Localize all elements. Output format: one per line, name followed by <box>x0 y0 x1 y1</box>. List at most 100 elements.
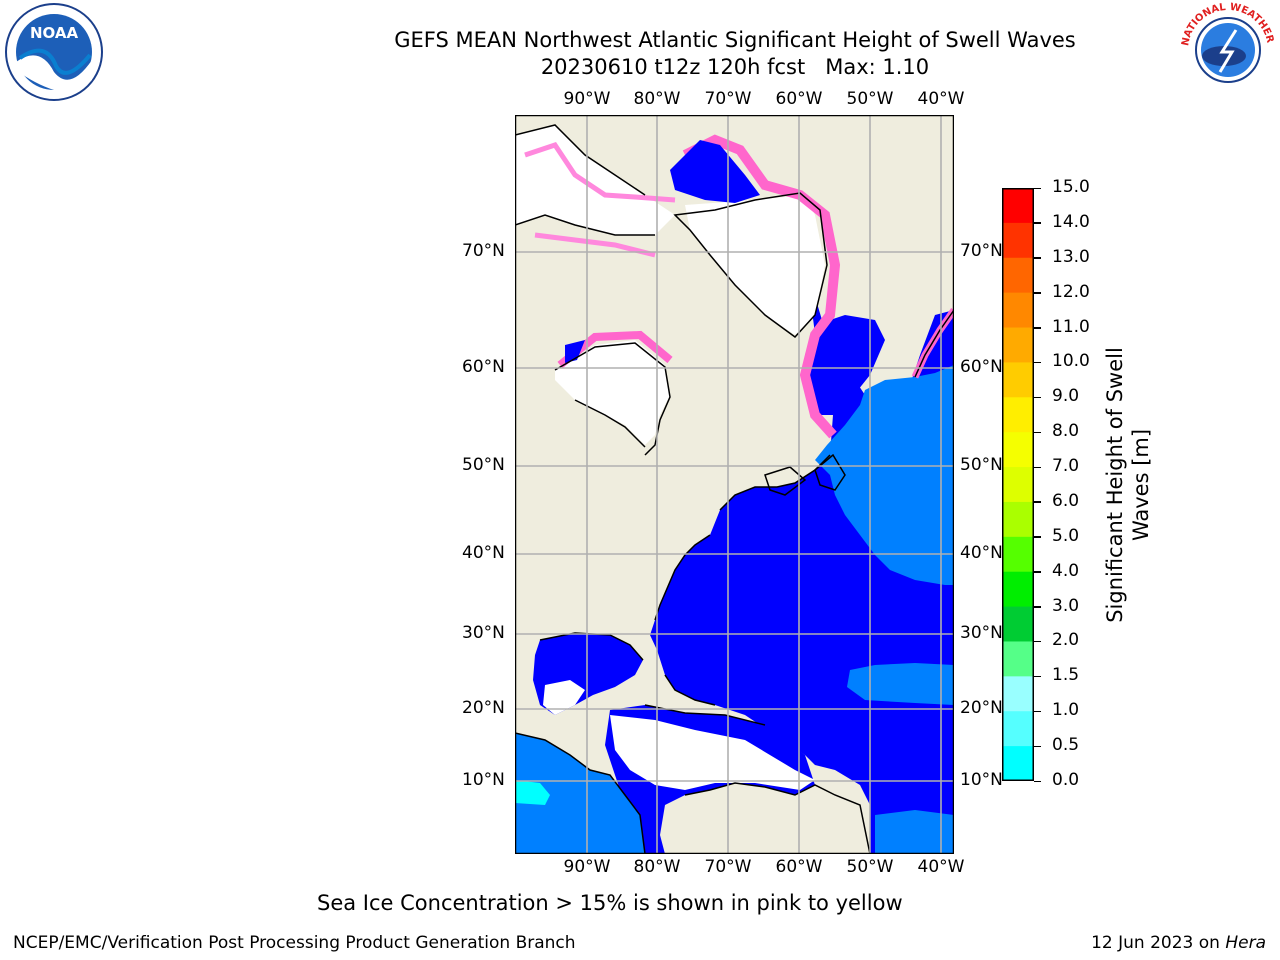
colorbar-segment <box>1002 501 1034 538</box>
lat-label-right-70n: 70°N <box>960 241 1003 261</box>
lon-label-top-80w: 80°W <box>633 89 681 109</box>
colorbar-tick-label: 0.5 <box>1052 735 1080 756</box>
colorbar-segment <box>1002 432 1034 468</box>
footer-date-text: 12 Jun 2023 on <box>1091 933 1226 953</box>
colorbar-segment <box>1002 397 1034 433</box>
lat-label-right-50n: 50°N <box>960 455 1003 475</box>
colorbar-tick-mark <box>1034 536 1041 538</box>
ocean-mid-swell <box>815 365 954 585</box>
lat-label-right-10n: 10°N <box>960 770 1003 790</box>
lon-label-bottom-40w: 40°W <box>917 857 965 877</box>
colorbar-tick-mark <box>1034 361 1041 364</box>
colorbar-label-line2: Waves [m] <box>1129 428 1153 542</box>
colorbar-segment <box>1002 571 1034 608</box>
colorbar-tick-mark <box>1034 327 1041 329</box>
baffin-ice-edge <box>682 134 841 439</box>
footer-date: 12 Jun 2023 on Hera <box>1091 933 1266 953</box>
colorbar <box>1002 188 1034 781</box>
colorbar-tick-label: 3.0 <box>1052 595 1080 616</box>
lon-label-top-60w: 60°W <box>775 89 823 109</box>
colorbar-tick-label: 8.0 <box>1052 421 1080 442</box>
graticule <box>515 115 954 854</box>
colorbar-tick-mark <box>1034 780 1041 782</box>
colorbar-segment <box>1002 676 1034 712</box>
colorbar-tick-label: 2.0 <box>1052 630 1080 651</box>
ocean-pacific-cyan <box>515 780 550 805</box>
labrador-sea <box>805 315 885 415</box>
colorbar-segment <box>1002 606 1034 642</box>
colorbar-segment <box>1002 188 1034 224</box>
map-area <box>515 115 954 854</box>
colorbar-segment <box>1002 222 1034 259</box>
lon-label-top-50w: 50°W <box>846 89 894 109</box>
arctic-ice-edge <box>524 142 676 258</box>
lat-label-left-60n: 60°N <box>462 357 505 377</box>
lat-label-left-70n: 70°N <box>462 241 505 261</box>
baffin-ice <box>685 195 825 335</box>
lat-label-left-40n: 40°N <box>462 543 505 563</box>
lat-label-left-50n: 50°N <box>462 455 505 475</box>
colorbar-segment <box>1002 362 1034 398</box>
hudson-bay-ice <box>555 340 670 445</box>
colorbar-segment <box>1002 711 1034 747</box>
colorbar-tick-label: 1.5 <box>1052 665 1080 686</box>
lon-label-bottom-70w: 70°W <box>704 857 752 877</box>
lat-label-left-30n: 30°N <box>462 623 505 643</box>
colorbar-tick-mark <box>1034 431 1041 434</box>
colorbar-tick-label: 6.0 <box>1052 490 1080 511</box>
colorbar-tick-mark <box>1034 640 1041 643</box>
lat-label-right-20n: 20°N <box>960 698 1003 718</box>
colorbar-tick-label: 7.0 <box>1052 456 1080 477</box>
map-frame <box>515 115 954 854</box>
colorbar-tick-mark <box>1034 745 1041 748</box>
noaa-logo: NOAA <box>5 3 103 101</box>
colorbar-tick-mark <box>1034 606 1041 608</box>
colorbar-tick-label: 12.0 <box>1052 281 1090 302</box>
lon-label-top-40w: 40°W <box>917 89 965 109</box>
lon-label-bottom-80w: 80°W <box>633 857 681 877</box>
colorbar-tick-mark <box>1034 292 1041 294</box>
ocean-caribbean-white <box>610 715 815 790</box>
colorbar-tick-label: 5.0 <box>1052 525 1080 546</box>
lat-label-right-40n: 40°N <box>960 543 1003 563</box>
colorbar-tick-label: 4.0 <box>1052 560 1080 581</box>
colorbar-tick-mark <box>1034 571 1041 573</box>
colorbar-tick-mark <box>1034 257 1041 259</box>
colorbar-segment <box>1002 746 1034 781</box>
colorbar-tick-mark <box>1034 187 1041 189</box>
colorbar-tick-label: 13.0 <box>1052 246 1090 267</box>
colorbar-segment <box>1002 536 1034 573</box>
chart-subtitle: 20230610 t12z 120h fcst Max: 1.10 <box>540 55 930 79</box>
colorbar-segment <box>1002 292 1034 329</box>
ocean-mid-swell-2 <box>847 663 954 705</box>
colorbar-tick-label: 15.0 <box>1052 177 1090 197</box>
lat-label-left-10n: 10°N <box>462 770 505 790</box>
colorbar-tick-mark <box>1034 710 1041 713</box>
colorbar-segment <box>1002 467 1034 503</box>
noaa-logo-text: NOAA <box>30 24 79 42</box>
arctic-ice <box>515 125 675 235</box>
footer-host: Hera <box>1225 933 1266 953</box>
lat-label-left-20n: 20°N <box>462 698 505 718</box>
colorbar-tick-label: 10.0 <box>1052 351 1090 372</box>
colorbar-tick-mark <box>1034 501 1041 503</box>
colorbar-tick-label: 1.0 <box>1052 700 1080 721</box>
lon-label-top-70w: 70°W <box>704 89 752 109</box>
lon-label-bottom-90w: 90°W <box>563 857 611 877</box>
ocean-mid-swell-3 <box>875 810 954 854</box>
lat-label-right-30n: 30°N <box>960 623 1003 643</box>
colorbar-label-line1: Significant Height of Swell <box>1103 347 1127 623</box>
colorbar-segment <box>1002 641 1034 677</box>
footer-producer: NCEP/EMC/Verification Post Processing Pr… <box>13 933 576 953</box>
ocean-gulf-white <box>543 680 585 715</box>
lat-label-right-60n: 60°N <box>960 357 1003 377</box>
baffin-bay <box>670 140 760 203</box>
colorbar-tick-label: 11.0 <box>1052 316 1090 337</box>
colorbar-tick-mark <box>1034 466 1041 469</box>
colorbar-tick-label: 14.0 <box>1052 211 1090 232</box>
colorbar-tick-mark <box>1034 222 1041 224</box>
colorbar-segment <box>1002 327 1034 363</box>
nws-logo: NATIONAL WEATHER SERVICE <box>1176 0 1276 96</box>
lon-label-top-90w: 90°W <box>563 89 611 109</box>
ocean-pacific <box>515 733 645 854</box>
